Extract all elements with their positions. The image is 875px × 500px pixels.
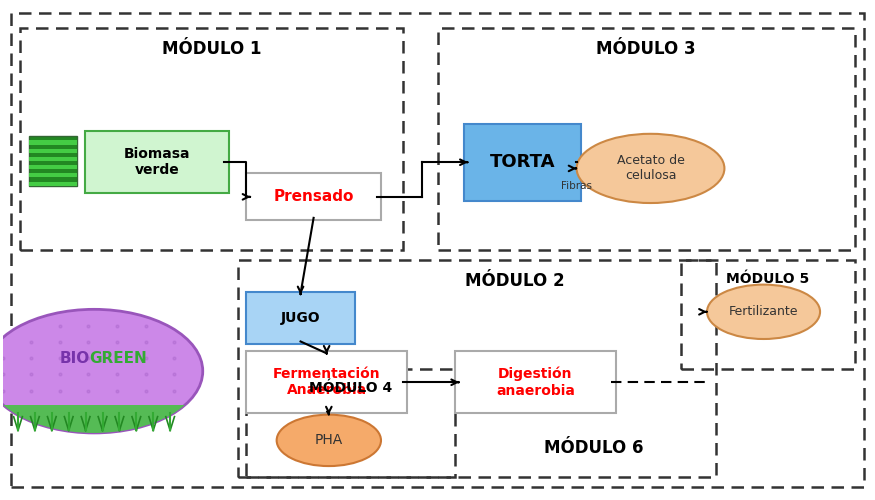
Ellipse shape: [707, 284, 820, 339]
FancyBboxPatch shape: [246, 352, 407, 413]
Text: MÓDULO 5: MÓDULO 5: [726, 272, 809, 286]
Bar: [29, 157, 77, 161]
FancyBboxPatch shape: [455, 352, 616, 413]
Text: Digestión
anaerobia: Digestión anaerobia: [496, 367, 575, 398]
Text: Fermentación
Anaerobia: Fermentación Anaerobia: [273, 367, 381, 398]
Text: Acetato de
celulosa: Acetato de celulosa: [617, 154, 684, 182]
FancyBboxPatch shape: [246, 174, 381, 220]
Text: PHA: PHA: [315, 434, 343, 448]
Bar: [29, 148, 77, 153]
Text: Fibras: Fibras: [561, 181, 592, 191]
FancyBboxPatch shape: [246, 292, 355, 344]
Bar: [29, 182, 77, 186]
FancyBboxPatch shape: [464, 124, 581, 200]
Text: Fertilizante: Fertilizante: [729, 306, 798, 318]
Ellipse shape: [276, 414, 381, 466]
Text: MÓDULO 6: MÓDULO 6: [544, 439, 644, 457]
Text: Biomasa
verde: Biomasa verde: [124, 147, 191, 178]
Text: JUGO: JUGO: [281, 311, 320, 325]
FancyBboxPatch shape: [0, 405, 203, 433]
Text: TORTA: TORTA: [489, 153, 555, 171]
Text: GREEN: GREEN: [90, 352, 148, 366]
Bar: [29, 140, 77, 144]
Text: MÓDULO 4: MÓDULO 4: [309, 381, 392, 395]
Circle shape: [0, 310, 203, 433]
FancyBboxPatch shape: [29, 136, 77, 186]
Bar: [29, 174, 77, 178]
Ellipse shape: [577, 134, 724, 203]
Text: BIO: BIO: [60, 352, 90, 366]
FancyBboxPatch shape: [86, 132, 229, 193]
Text: MÓDULO 2: MÓDULO 2: [466, 272, 564, 290]
Text: MÓDULO 3: MÓDULO 3: [597, 40, 696, 58]
Text: MÓDULO 1: MÓDULO 1: [162, 40, 262, 58]
Text: Prensado: Prensado: [273, 190, 354, 204]
Bar: [29, 165, 77, 169]
